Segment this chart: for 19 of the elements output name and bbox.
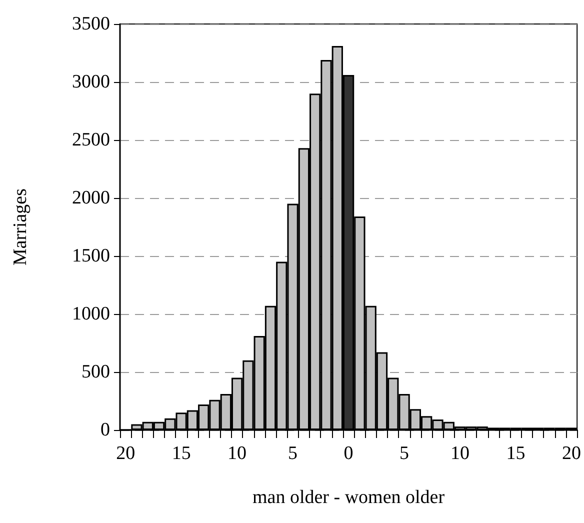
y-tick-label: 1500 [72, 246, 110, 266]
y-tick-label: 500 [82, 362, 110, 382]
x-tick-label: 20 [116, 443, 136, 464]
x-tick-label: 0 [344, 443, 354, 464]
x-tick-label: 10 [228, 443, 247, 464]
x-tick-label: 15 [172, 443, 191, 464]
y-tick-label: 0 [100, 420, 110, 440]
x-tick-label: 5 [400, 443, 410, 464]
y-axis-title: Marriages [10, 188, 31, 266]
y-tick-label: 2500 [72, 130, 110, 150]
y-tick-label: 1000 [72, 304, 110, 324]
x-tick-label: 5 [288, 443, 298, 464]
y-tick-label: 3500 [72, 14, 110, 34]
x-axis-title: man older - women older [252, 487, 446, 508]
y-tick-label: 3000 [72, 72, 110, 92]
x-tick-label: 15 [506, 443, 526, 464]
x-tick-label: 20 [562, 443, 582, 464]
y-tick-label: 2000 [72, 188, 110, 208]
x-tick-label: 10 [450, 443, 470, 464]
